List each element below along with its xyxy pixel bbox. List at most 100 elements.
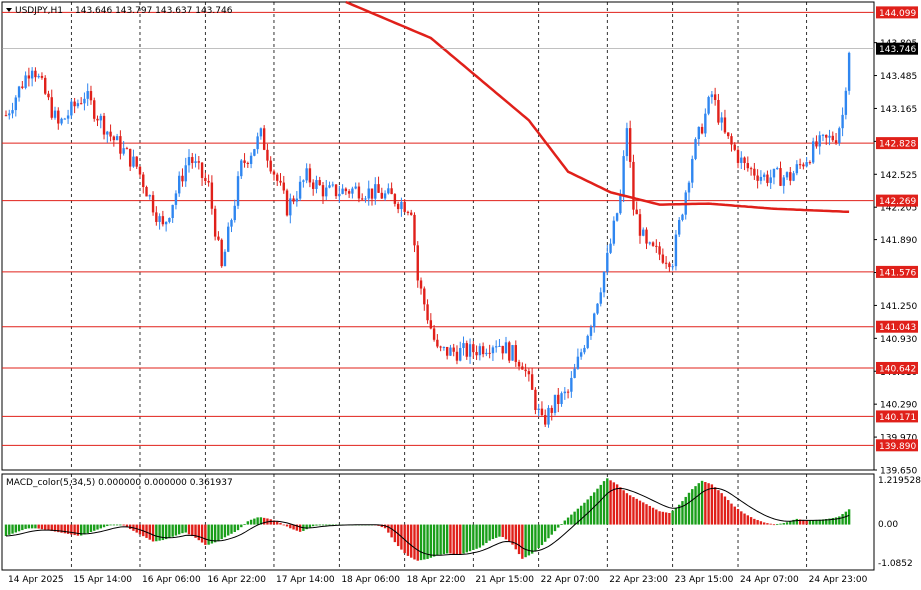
macd-bar — [651, 507, 655, 525]
candle-body — [44, 77, 47, 94]
candle-body — [599, 292, 602, 304]
macd-bar — [638, 500, 642, 525]
candle-body — [785, 172, 789, 178]
macd-bar — [521, 524, 524, 559]
macd-bar — [475, 524, 478, 549]
time-axis-label: 22 Apr 07:00 — [541, 575, 600, 585]
candle-body — [249, 155, 253, 164]
time-axis-label: 16 Apr 06:00 — [142, 575, 201, 585]
candle-body — [419, 280, 423, 289]
candle-body — [720, 117, 723, 123]
macd-bar — [655, 509, 658, 525]
macd-bar — [508, 524, 511, 542]
macd-bar — [808, 520, 812, 525]
candle-body — [282, 182, 285, 191]
candle-body — [609, 243, 612, 253]
macd-axis-label-zero: 0.00 — [878, 520, 898, 530]
macd-bar — [540, 524, 544, 546]
candle-body — [276, 174, 279, 181]
time-axis-label: 14 Apr 2025 — [8, 575, 64, 585]
macd-bar — [478, 524, 482, 548]
macd-bar — [622, 490, 625, 525]
macd-bar — [847, 509, 851, 525]
price-axis-label: 140.290 — [880, 401, 917, 411]
macd-bar — [727, 500, 730, 525]
macd-bar — [200, 524, 204, 543]
candle-body — [233, 205, 236, 221]
macd-bar — [17, 524, 21, 532]
candle-body — [628, 128, 632, 162]
candle-body — [521, 366, 524, 370]
macd-bar — [318, 524, 321, 526]
macd-bar — [642, 502, 645, 525]
price-axis-label: 139.650 — [880, 467, 917, 477]
candle-body — [478, 346, 482, 356]
macd-bar — [125, 524, 129, 528]
candle-body — [560, 393, 563, 405]
candle-body — [93, 100, 96, 119]
candle-body — [475, 352, 478, 356]
candle-body — [253, 149, 256, 156]
macd-bar — [27, 524, 31, 529]
macd-bar — [606, 478, 609, 525]
macd-bar — [187, 524, 191, 535]
candle-body — [524, 369, 527, 372]
candle-body — [21, 86, 24, 88]
macd-bar — [213, 524, 217, 543]
candle-body — [798, 164, 802, 166]
candle-body — [390, 188, 393, 195]
candle-body — [501, 345, 504, 354]
macd-bar — [24, 524, 27, 529]
price-axis-label: 139.970 — [880, 434, 917, 444]
candles — [4, 51, 851, 428]
macd-bar — [262, 517, 266, 525]
candle-body — [612, 220, 616, 244]
macd-bar — [504, 524, 508, 540]
price-pane-frame — [1, 1, 875, 471]
macd-bar — [181, 524, 184, 534]
macd-bar — [524, 524, 527, 558]
macd-bar — [240, 524, 243, 528]
candle-body — [406, 211, 410, 213]
candle-body — [243, 160, 246, 163]
candle-body — [432, 328, 436, 340]
macd-bar — [436, 524, 439, 556]
candle-body — [138, 166, 142, 175]
candle-body — [50, 97, 53, 118]
macd-bar — [491, 524, 495, 540]
macd-bar — [423, 524, 426, 560]
macd-bar — [243, 524, 246, 526]
candle-body — [357, 186, 361, 199]
candle-body — [573, 368, 576, 378]
macd-bar — [697, 483, 700, 525]
candle-body — [743, 157, 746, 164]
macd-bar — [210, 524, 214, 544]
level-tag-label: 142.828 — [879, 140, 916, 150]
macd-bar — [328, 524, 331, 526]
macd-bar — [115, 524, 119, 526]
macd-bar — [73, 524, 76, 536]
candle-body — [442, 346, 446, 348]
macd-bar — [762, 522, 766, 525]
macd-bar — [615, 484, 619, 525]
candle-body — [321, 185, 325, 197]
macd-bar — [380, 524, 384, 528]
candle-body — [530, 374, 534, 390]
macd-bar — [746, 515, 750, 525]
macd-bar — [798, 519, 802, 525]
candle-body — [8, 113, 11, 116]
candle-body — [632, 161, 635, 210]
candle-body — [792, 173, 795, 181]
candle-body — [681, 214, 684, 220]
macd-bar — [772, 524, 776, 526]
macd-bar — [674, 507, 678, 525]
candle-body — [298, 181, 302, 199]
macd-bar — [821, 519, 825, 525]
macd-bar — [86, 524, 89, 534]
symbol-dropdown-icon[interactable] — [6, 8, 12, 12]
time-axis-label: 23 Apr 15:00 — [675, 575, 734, 585]
candle-body — [227, 226, 230, 252]
macd-bar — [426, 524, 429, 559]
macd-axis: 1.219528 0.00 -1.0852 — [878, 476, 921, 569]
